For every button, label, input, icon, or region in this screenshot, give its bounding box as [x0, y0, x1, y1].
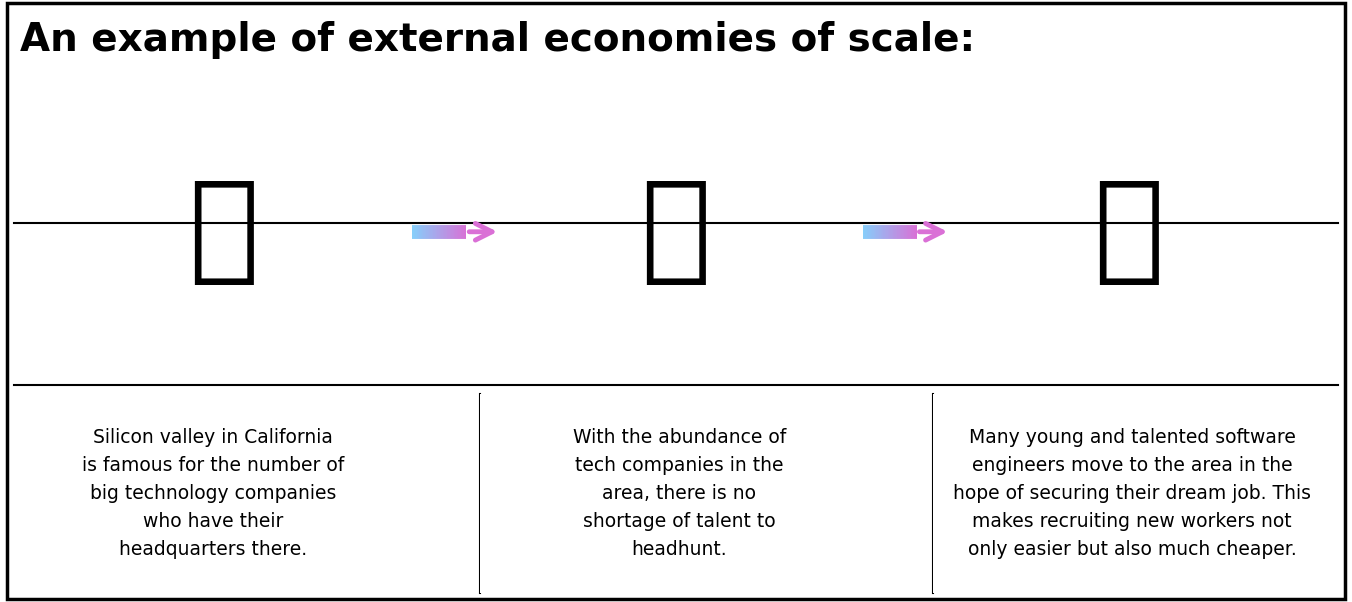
FancyBboxPatch shape: [7, 3, 1345, 599]
Text: With the abundance of
tech companies in the
area, there is no
shortage of talent: With the abundance of tech companies in …: [573, 428, 786, 559]
Text: Many young and talented software
engineers move to the area in the
hope of secur: Many young and talented software enginee…: [953, 428, 1311, 559]
FancyBboxPatch shape: [480, 394, 879, 593]
FancyBboxPatch shape: [14, 394, 412, 593]
FancyBboxPatch shape: [933, 394, 1332, 593]
Text: An example of external economies of scale:: An example of external economies of scal…: [20, 21, 975, 59]
Text: 💻: 💻: [641, 174, 711, 290]
Text: 🏙: 🏙: [188, 174, 258, 290]
Text: Silicon valley in California
is famous for the number of
big technology companie: Silicon valley in California is famous f…: [82, 428, 343, 559]
Text: 📱: 📱: [1094, 174, 1164, 290]
